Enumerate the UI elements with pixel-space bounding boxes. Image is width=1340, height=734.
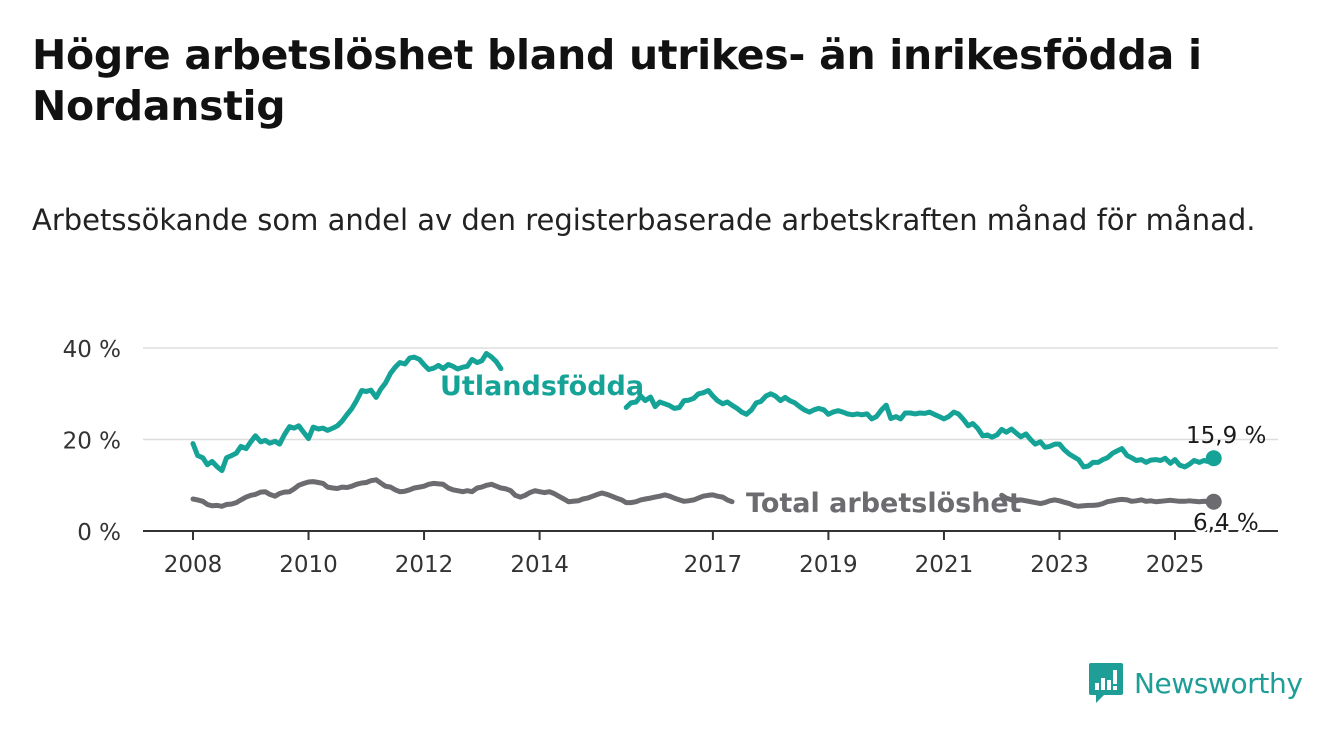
y-tick-label: 40 % [63,337,121,363]
x-tick-label: 2014 [510,552,569,578]
x-tick-label: 2019 [799,552,858,578]
brand: Newsworthy [1088,660,1303,706]
brand-name: Newsworthy [1134,666,1303,700]
series-label-total: Total arbetslöshet [746,488,1022,519]
chart-title: Högre arbetslöshet bland utrikes- än inr… [32,31,1202,130]
y-tick-label: 20 % [63,429,121,455]
x-tick-label: 2008 [164,552,223,578]
newsworthy-logo-icon [1089,663,1123,703]
x-tick-label: 2010 [279,552,338,578]
x-tick-label: 2017 [684,552,743,578]
end-marker-utlandsfodda [1205,450,1222,467]
end-marker-total [1205,493,1222,510]
series-label-utlandsfodda: Utlandsfödda [440,371,644,402]
series-line-utlandsfodda [190,351,1217,474]
series-line-total [190,477,1217,509]
end-label-total: 6,4 % [1193,510,1259,536]
end-label-utlandsfodda: 15,9 % [1186,423,1266,449]
x-tick-label: 2023 [1030,552,1089,578]
x-tick-label: 2012 [395,552,454,578]
chart-subtitle: Arbetssökande som andel av den registerb… [32,203,1256,237]
x-tick-label: 2025 [1146,552,1205,578]
x-tick-label: 2021 [915,552,974,578]
y-tick-label: 0 % [77,520,121,546]
